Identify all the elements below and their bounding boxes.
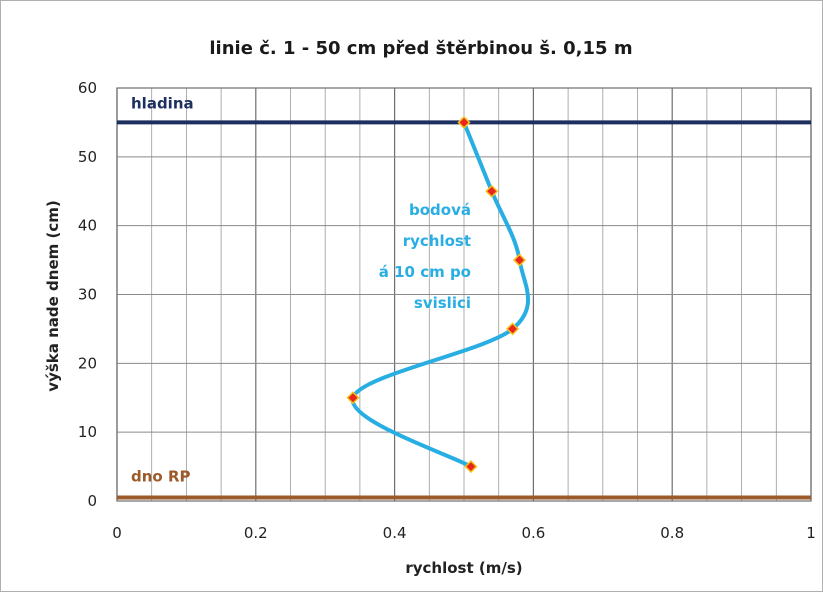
annotation-line: rychlost xyxy=(403,232,471,250)
y-tick-label: 10 xyxy=(78,423,97,441)
y-tick-label: 40 xyxy=(78,217,97,235)
y-tick-label: 60 xyxy=(78,79,97,97)
data-point-marker xyxy=(512,253,527,267)
y-tick-label: 50 xyxy=(78,148,97,166)
x-tick-label: 0.6 xyxy=(521,524,545,542)
x-tick-label: 0 xyxy=(112,524,122,542)
y-tick-label: 20 xyxy=(78,354,97,372)
series-layer xyxy=(346,115,531,474)
x-tick-label: 0.2 xyxy=(244,524,268,542)
bottom-level-label: dno RP xyxy=(131,468,191,486)
y-tick-label: 30 xyxy=(78,286,97,304)
annotation-line: bodová xyxy=(409,201,471,219)
x-tick-label: 0.4 xyxy=(383,524,407,542)
x-tick-label: 1 xyxy=(806,524,816,542)
data-point-marker xyxy=(346,391,360,405)
data-point-marker xyxy=(485,184,499,198)
annotation-line: á 10 cm po xyxy=(379,263,471,281)
chart-title: linie č. 1 - 50 cm před štěrbinou š. 0,1… xyxy=(209,38,632,59)
x-axis-label: rychlost (m/s) xyxy=(405,559,522,577)
grid xyxy=(116,87,812,502)
series-annotation: bodová rychlost á 10 cm po svislici xyxy=(379,201,471,312)
annotation-line: svislici xyxy=(414,294,471,312)
data-point-marker xyxy=(464,460,478,474)
plot-area-border xyxy=(116,87,812,502)
y-tick-label: 0 xyxy=(87,492,97,510)
surface-level-label: hladina xyxy=(131,94,194,112)
data-point-marker xyxy=(457,115,471,129)
y-axis-label: výška nade dnem (cm) xyxy=(44,200,62,391)
x-tick-label: 0.8 xyxy=(660,524,684,542)
data-point-marker xyxy=(506,322,520,336)
